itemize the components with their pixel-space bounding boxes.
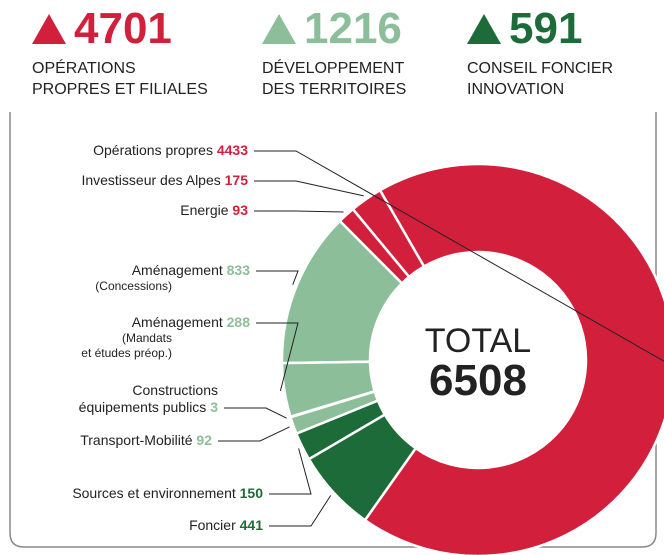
category-name: Investisseur des Alpes — [81, 172, 221, 188]
frame — [9, 112, 657, 548]
leader-line — [256, 322, 299, 391]
segment-label: Aménagement 288 — [132, 314, 250, 331]
group-label: DÉVELOPPEMENT DES TERRITOIRES — [262, 60, 407, 98]
segment-label: Aménagement 833 — [132, 262, 250, 279]
donut-segment — [351, 188, 426, 279]
group-value: 1216 — [304, 4, 402, 53]
donut-segment — [280, 219, 404, 365]
category-value: 3 — [210, 399, 218, 415]
group-label: OPÉRATIONS PROPRES ET FILIALES — [32, 60, 208, 98]
group: 591 CONSEIL FONCIER INNOVATION — [467, 4, 613, 100]
segment-label: Foncier 441 — [189, 517, 263, 534]
triangle-icon — [32, 14, 66, 44]
donut-segment — [280, 360, 377, 419]
category-value: 175 — [224, 172, 248, 188]
group-total: 591 — [467, 4, 613, 54]
donut-segment — [307, 412, 418, 522]
segment-label: Energie 93 — [180, 202, 248, 219]
category-value: 92 — [196, 432, 212, 448]
category-name: Aménagement — [131, 314, 223, 330]
donut-segment — [294, 398, 387, 461]
category-value: 288 — [226, 314, 250, 330]
category-name: Opérations propres — [93, 142, 213, 158]
group: 1216 DÉVELOPPEMENT DES TERRITOIRES — [262, 4, 406, 100]
category-name: Sources et environnement — [72, 485, 236, 501]
category-name: Aménagement — [131, 262, 223, 278]
segment-label: Investisseur des Alpes 175 — [81, 172, 248, 189]
leader-line — [254, 180, 364, 197]
leader-line — [224, 407, 287, 419]
triangle-icon — [467, 14, 501, 44]
leader-line — [256, 270, 299, 285]
leader-line — [218, 426, 290, 442]
segment-label: Opérations propres 4433 — [93, 142, 248, 159]
leader-line — [269, 495, 332, 527]
category-name: Transport-Mobilité — [80, 432, 193, 448]
group-total: 1216 — [262, 4, 406, 54]
donut-segment — [363, 162, 664, 555]
category-value: 833 — [226, 262, 250, 278]
category-note: (Mandats et études préop.) — [81, 331, 172, 360]
category-value: 441 — [239, 517, 263, 533]
group-label: CONSEIL FONCIER INNOVATION — [467, 60, 614, 98]
leader-line — [254, 150, 664, 362]
group-total: 4701 — [32, 4, 208, 54]
group-value: 591 — [509, 4, 583, 53]
category-value: 4433 — [216, 142, 248, 158]
center-label: TOTAL — [424, 322, 532, 360]
category-name: Energie — [180, 202, 229, 218]
group-value: 4701 — [74, 4, 172, 53]
segment-label: Sources et environnement 150 — [72, 485, 263, 502]
triangle-icon — [262, 14, 296, 44]
segment-label: Constructions équipements publics 3 — [79, 382, 218, 416]
center-value: 6508 — [429, 356, 527, 405]
category-name: Constructions équipements publics — [78, 382, 218, 415]
segment-label: Transport-Mobilité 92 — [80, 432, 212, 449]
category-note: (Concessions) — [95, 279, 172, 293]
category-value: 93 — [232, 202, 248, 218]
category-name: Foncier — [189, 517, 236, 533]
category-value: 150 — [239, 485, 263, 501]
group: 4701 OPÉRATIONS PROPRES ET FILIALES — [32, 4, 208, 100]
leader-line — [269, 448, 312, 495]
leader-line — [254, 210, 344, 213]
